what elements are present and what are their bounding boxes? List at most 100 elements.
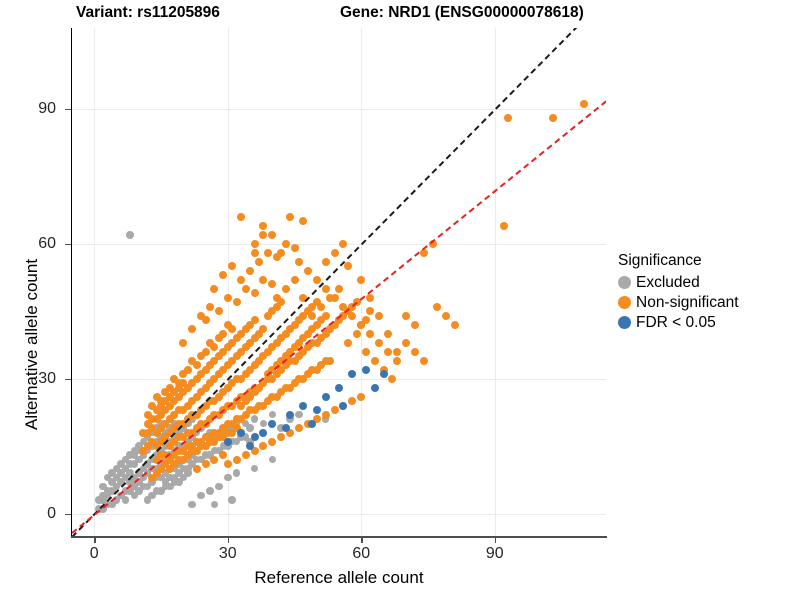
data-point	[272, 338, 281, 347]
data-point	[272, 392, 281, 401]
y-axis-label: Alternative allele count	[22, 258, 41, 430]
data-point	[210, 343, 219, 352]
data-point	[112, 464, 121, 473]
data-point	[259, 442, 268, 451]
data-point	[130, 460, 139, 468]
data-point	[401, 338, 410, 347]
data-point	[317, 316, 326, 325]
y-tick-mark	[65, 108, 71, 111]
data-point	[272, 302, 281, 311]
legend-key-swatch	[618, 296, 631, 310]
data-point	[246, 437, 254, 446]
data-point	[321, 284, 330, 293]
data-point	[308, 338, 317, 347]
y-tick-label: 60	[38, 234, 56, 252]
data-point	[223, 428, 232, 437]
data-point	[108, 487, 116, 495]
data-point	[339, 401, 348, 410]
data-point	[299, 217, 308, 226]
data-point	[499, 221, 508, 230]
data-point	[392, 347, 401, 356]
data-point	[432, 302, 441, 311]
data-point	[281, 284, 290, 293]
data-point	[179, 455, 188, 464]
data-point	[201, 401, 210, 410]
data-point	[343, 262, 352, 271]
data-point	[166, 437, 174, 446]
data-point	[214, 307, 223, 316]
data-point	[223, 383, 232, 392]
data-point	[143, 460, 152, 468]
data-point	[126, 469, 134, 477]
data-point	[197, 370, 206, 379]
legend-item[interactable]: Non-significant	[618, 293, 794, 313]
data-point	[201, 365, 210, 374]
data-point	[308, 325, 317, 334]
data-point	[250, 383, 259, 392]
data-point	[179, 464, 187, 473]
data-point	[157, 410, 165, 419]
data-point	[121, 496, 130, 504]
data-point	[321, 329, 330, 338]
data-point	[335, 316, 343, 325]
data-point	[170, 446, 179, 455]
data-point	[232, 469, 241, 477]
data-point	[197, 491, 205, 500]
data-point	[135, 442, 143, 450]
data-point	[201, 442, 210, 451]
data-point	[250, 406, 259, 415]
data-point	[237, 392, 246, 401]
data-point	[117, 478, 125, 486]
data-point	[268, 230, 277, 239]
data-point	[579, 100, 588, 109]
data-point	[339, 302, 348, 311]
data-point	[201, 419, 210, 428]
data-point	[254, 356, 263, 365]
data-point	[143, 442, 152, 451]
data-point	[241, 370, 250, 379]
data-point	[188, 428, 197, 437]
data-point	[174, 392, 183, 401]
data-point	[308, 365, 317, 374]
data-point	[135, 478, 143, 486]
data-point	[357, 392, 366, 401]
data-point	[197, 406, 206, 415]
data-point	[175, 460, 183, 468]
data-point	[143, 419, 152, 428]
data-point	[228, 325, 237, 334]
data-point	[183, 383, 192, 392]
data-point	[241, 397, 250, 406]
data-point	[192, 428, 201, 437]
data-point	[126, 478, 134, 486]
legend-item[interactable]: Excluded	[618, 273, 794, 293]
legend-item[interactable]: FDR < 0.05	[618, 313, 794, 333]
data-point	[303, 370, 312, 379]
data-point	[95, 505, 103, 513]
data-point	[201, 316, 210, 325]
data-point	[130, 482, 139, 491]
data-point	[299, 311, 308, 320]
data-point	[197, 442, 206, 451]
data-point	[184, 455, 192, 464]
data-point	[254, 257, 263, 266]
data-point	[299, 374, 308, 383]
data-point	[303, 266, 312, 275]
data-point	[103, 491, 112, 500]
data-point	[215, 446, 223, 455]
data-point	[312, 338, 321, 347]
data-point	[139, 446, 148, 455]
data-point	[148, 473, 157, 482]
data-point	[357, 320, 366, 329]
gridline-horizontal	[72, 513, 606, 515]
data-point	[161, 406, 170, 415]
data-point	[210, 410, 219, 419]
data-point	[170, 397, 179, 406]
data-point	[170, 388, 179, 397]
data-point	[228, 356, 237, 365]
data-point	[317, 334, 326, 343]
data-point	[174, 455, 183, 464]
data-point	[361, 365, 370, 374]
legend-items: Excluded Non-significant FDR < 0.05	[618, 273, 794, 333]
data-point	[228, 424, 236, 432]
data-point	[241, 284, 250, 293]
